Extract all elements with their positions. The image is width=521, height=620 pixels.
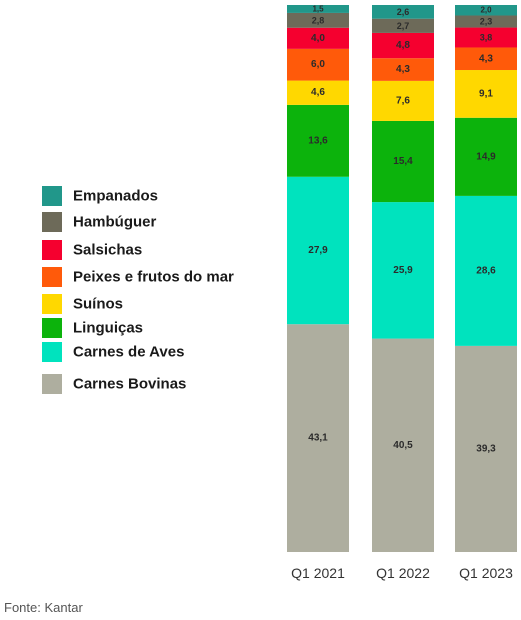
data-label-linguicas-q1-2022: 15,4 (393, 156, 413, 167)
legend-label-salsichas: Salsichas (73, 242, 142, 259)
data-label-peixes-e-frutos-do-mar-q1-2021: 6,0 (311, 59, 325, 70)
legend-swatch-salsichas (42, 240, 62, 260)
legend-swatch-suinos (42, 294, 62, 314)
bar-segment-carnes-bovinas-q1-2023 (455, 345, 517, 552)
bar-segment-carnes-de-aves-q1-2021 (287, 176, 349, 325)
bar-segment-suinos-q1-2021 (287, 80, 349, 105)
legend-swatch-peixes-e-frutos-do-mar (42, 267, 62, 287)
data-label-salsichas-q1-2023: 3,8 (480, 33, 493, 43)
data-label-suinos-q1-2023: 9,1 (479, 88, 493, 99)
data-label-hambuguer-q1-2021: 2,8 (312, 15, 325, 25)
legend-swatch-hambuguer (42, 212, 62, 232)
data-label-carnes-de-aves-q1-2022: 25,9 (393, 265, 413, 276)
legend-swatch-carnes-bovinas (42, 374, 62, 394)
bar-segment-carnes-de-aves-q1-2022 (372, 202, 434, 339)
bar-segment-carnes-bovinas-q1-2021 (287, 324, 349, 552)
data-label-hambuguer-q1-2022: 2,7 (397, 21, 410, 31)
data-label-carnes-de-aves-q1-2021: 27,9 (308, 245, 328, 256)
bar-segment-salsichas-q1-2023 (455, 27, 517, 48)
bar-segment-suinos-q1-2023 (455, 70, 517, 118)
data-label-empanados-q1-2021: 1,5 (312, 4, 324, 13)
data-label-carnes-de-aves-q1-2023: 28,6 (476, 265, 496, 276)
bars: 43,1 27,9 13,6 4,6 6,0 4,0 2,8 1,5 40,5 25,9 15,4 7… (287, 4, 517, 552)
bar-segment-hambuguer-q1-2022 (372, 18, 434, 33)
x-axis-ticks: Q1 2021 Q1 2022 Q1 2023 (291, 565, 513, 581)
data-label-linguicas-q1-2023: 14,9 (476, 151, 496, 162)
bar-segment-carnes-bovinas-q1-2022 (372, 338, 434, 552)
bar-segment-peixes-e-frutos-do-mar-q1-2021 (287, 48, 349, 81)
x-tick-label: Q1 2022 (376, 565, 430, 581)
legend-swatch-carnes-de-aves (42, 342, 62, 362)
bar-segment-suinos-q1-2022 (372, 80, 434, 121)
legend-label-linguicas: Linguiças (73, 320, 143, 337)
data-label-suinos-q1-2022: 7,6 (396, 95, 410, 106)
data-label-hambuguer-q1-2023: 2,3 (480, 17, 493, 27)
source-note: Fonte: Kantar (4, 600, 83, 615)
legend-label-hambuguer: Hambúguer (73, 214, 157, 231)
bar-segment-peixes-e-frutos-do-mar-q1-2022 (372, 58, 434, 81)
legend-label-suinos: Suínos (73, 296, 123, 313)
data-label-carnes-bovinas-q1-2022: 40,5 (393, 440, 413, 451)
x-tick-label: Q1 2023 (459, 565, 513, 581)
legend-label-empanados: Empanados (73, 188, 158, 205)
data-label-salsichas-q1-2022: 4,8 (396, 40, 410, 51)
bar-segment-hambuguer-q1-2021 (287, 12, 349, 28)
data-label-peixes-e-frutos-do-mar-q1-2023: 4,3 (479, 53, 493, 64)
legend-swatch-empanados (42, 186, 62, 206)
x-tick-label: Q1 2021 (291, 565, 345, 581)
legend-swatch-linguicas (42, 318, 62, 338)
bar-segment-hambuguer-q1-2023 (455, 15, 517, 28)
legend: Empanados Hambúguer Salsichas Peixes e frut… (42, 186, 234, 394)
data-label-salsichas-q1-2021: 4,0 (311, 33, 325, 44)
data-label-linguicas-q1-2021: 13,6 (308, 135, 328, 146)
legend-label-carnes-bovinas: Carnes Bovinas (73, 376, 186, 393)
bar-segment-empanados-q1-2021 (287, 5, 349, 13)
bar-segment-salsichas-q1-2021 (287, 27, 349, 49)
data-label-empanados-q1-2023: 2,0 (480, 6, 492, 15)
bar-segment-peixes-e-frutos-do-mar-q1-2023 (455, 47, 517, 71)
legend-label-carnes-de-aves: Carnes de Aves (73, 344, 184, 361)
legend-label-peixes-e-frutos-do-mar: Peixes e frutos do mar (73, 269, 234, 286)
bar-segment-linguicas-q1-2021 (287, 104, 349, 177)
bar-segment-salsichas-q1-2022 (372, 32, 434, 59)
data-label-suinos-q1-2021: 4,6 (311, 87, 325, 98)
data-label-carnes-bovinas-q1-2021: 43,1 (308, 433, 328, 444)
data-label-empanados-q1-2022: 2,6 (397, 7, 410, 17)
bar-segment-empanados-q1-2023 (455, 5, 517, 16)
bar-segment-linguicas-q1-2023 (455, 117, 517, 196)
bar-segment-carnes-de-aves-q1-2023 (455, 195, 517, 346)
bar-segment-linguicas-q1-2022 (372, 120, 434, 203)
bar-segment-empanados-q1-2022 (372, 5, 434, 19)
data-label-carnes-bovinas-q1-2023: 39,3 (476, 443, 496, 454)
data-label-peixes-e-frutos-do-mar-q1-2022: 4,3 (396, 64, 410, 75)
